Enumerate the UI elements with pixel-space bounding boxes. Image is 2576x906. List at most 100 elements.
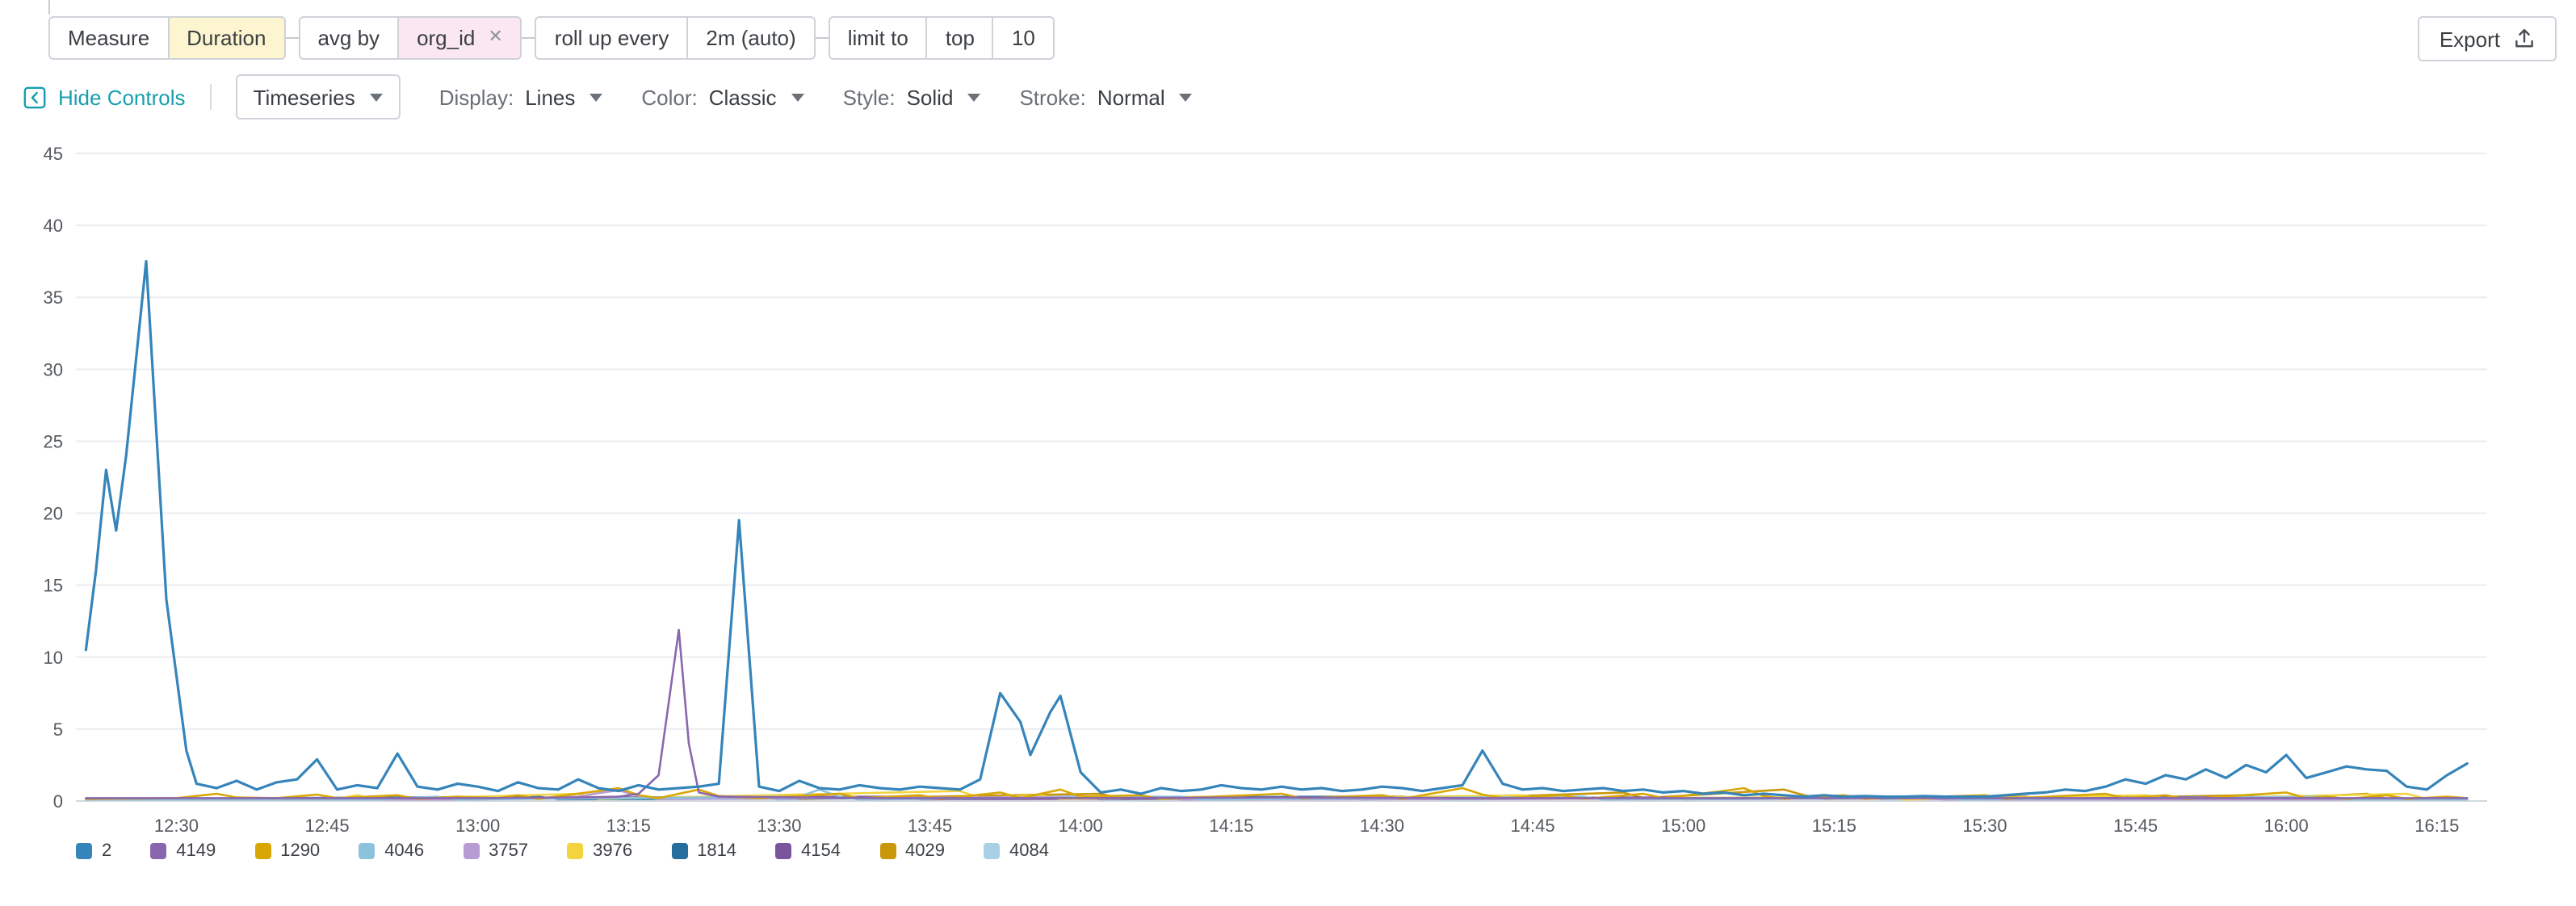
export-icon bbox=[2515, 28, 2533, 48]
hide-controls-button[interactable]: Hide Controls bbox=[23, 85, 186, 109]
color-select[interactable]: Classic bbox=[709, 85, 804, 109]
color-label: Color: bbox=[641, 85, 698, 109]
legend-swatch bbox=[567, 843, 584, 859]
legend-swatch bbox=[76, 843, 92, 859]
legend-item-1290[interactable]: 1290 bbox=[254, 841, 320, 861]
series-line-4149[interactable] bbox=[85, 628, 2469, 799]
legend-label: 4046 bbox=[384, 841, 425, 861]
legend-label: 2 bbox=[102, 841, 112, 861]
timeseries-svg: 0 5 10 15 20 25 30 35 40 45 12:30 12:45 13:00 13:15 13… bbox=[44, 144, 2487, 836]
legend-item-2[interactable]: 2 bbox=[76, 841, 111, 861]
x-axis-tick-label: 16:00 bbox=[2264, 816, 2309, 836]
x-axis-tick-label: 14:45 bbox=[1511, 816, 1555, 836]
limit-label: limit to bbox=[847, 26, 908, 50]
token-connector bbox=[285, 37, 299, 39]
legend-swatch bbox=[150, 843, 167, 859]
legend-item-4029[interactable]: 4029 bbox=[879, 841, 945, 861]
chart-legend: 2 4149 1290 4046 3757 3976 1814 4154 4029 4084 bbox=[76, 841, 1049, 861]
y-axis-tick-label: 10 bbox=[44, 648, 63, 668]
y-axis-tick-label: 0 bbox=[53, 791, 63, 812]
measure-value-label: Duration bbox=[187, 26, 266, 50]
x-axis-tick-label: 13:00 bbox=[455, 816, 500, 836]
legend-swatch bbox=[671, 843, 688, 859]
stroke-label: Stroke: bbox=[1019, 85, 1086, 109]
timeseries-chart[interactable]: 0 5 10 15 20 25 30 35 40 45 12:30 12:45 13:00 13:15 13… bbox=[0, 129, 2576, 848]
legend-label: 4154 bbox=[801, 841, 841, 861]
remove-groupby-icon[interactable]: ✕ bbox=[488, 27, 503, 47]
measure-token[interactable]: Measure bbox=[48, 16, 170, 60]
legend-label: 1290 bbox=[280, 841, 321, 861]
limit-mode-label: top bbox=[945, 26, 975, 50]
legend-swatch bbox=[775, 843, 792, 859]
legend-item-3757[interactable]: 3757 bbox=[463, 841, 528, 861]
x-axis-tick-label: 16:15 bbox=[2414, 816, 2459, 836]
legend-swatch bbox=[984, 843, 1000, 859]
stroke-control: Stroke: Normal bbox=[1019, 85, 1193, 109]
y-axis-tick-label: 45 bbox=[44, 144, 63, 164]
x-axis-tick-label: 13:15 bbox=[606, 816, 651, 836]
measure-value-token[interactable]: Duration bbox=[167, 16, 286, 60]
groupby-token[interactable]: org_id ✕ bbox=[397, 16, 522, 60]
limit-mode-token[interactable]: top bbox=[925, 16, 994, 60]
y-axis-tick-label: 30 bbox=[44, 359, 63, 380]
rollup-value-token[interactable]: 2m (auto) bbox=[686, 16, 816, 60]
rollup-group: roll up every 2m (auto) bbox=[535, 16, 816, 60]
display-control: Display: Lines bbox=[439, 85, 603, 109]
limit-group: limit to top 10 bbox=[828, 16, 1055, 60]
agg-token[interactable]: avg by bbox=[298, 16, 400, 60]
viz-type-select[interactable]: Timeseries bbox=[235, 74, 401, 120]
x-axis-tick-label: 14:30 bbox=[1360, 816, 1404, 836]
rollup-token[interactable]: roll up every bbox=[535, 16, 689, 60]
legend-label: 3757 bbox=[489, 841, 529, 861]
display-select[interactable]: Lines bbox=[525, 85, 603, 109]
series-line-2[interactable] bbox=[84, 260, 2469, 799]
legend-swatch bbox=[359, 843, 375, 859]
token-connector bbox=[522, 37, 535, 39]
token-connector bbox=[815, 37, 829, 39]
chevron-down-icon bbox=[1179, 93, 1193, 101]
controls-divider bbox=[209, 84, 212, 110]
x-axis-tick-label: 12:45 bbox=[305, 816, 350, 836]
measure-label: Measure bbox=[68, 26, 150, 50]
legend-label: 4084 bbox=[1009, 841, 1049, 861]
export-button[interactable]: Export bbox=[2418, 16, 2557, 61]
style-select[interactable]: Solid bbox=[907, 85, 981, 109]
legend-swatch bbox=[879, 843, 896, 859]
legend-swatch bbox=[254, 843, 271, 859]
limit-count-token[interactable]: 10 bbox=[992, 16, 1055, 60]
legend-swatch bbox=[463, 843, 480, 859]
x-axis-tick-label: 15:00 bbox=[1661, 816, 1705, 836]
x-axis-tick-label: 15:15 bbox=[1812, 816, 1856, 836]
collapse-panel-icon bbox=[23, 86, 46, 108]
stroke-select[interactable]: Normal bbox=[1097, 85, 1193, 109]
limit-token[interactable]: limit to bbox=[828, 16, 928, 60]
export-label: Export bbox=[2439, 27, 2500, 51]
x-axis-tick-label: 15:30 bbox=[1962, 816, 2007, 836]
hide-controls-label: Hide Controls bbox=[58, 85, 186, 109]
legend-label: 1814 bbox=[697, 841, 737, 861]
viz-type-value: Timeseries bbox=[253, 85, 355, 109]
x-axis-tick-label: 12:30 bbox=[154, 816, 199, 836]
chevron-down-icon bbox=[369, 93, 383, 101]
legend-item-4084[interactable]: 4084 bbox=[984, 841, 1049, 861]
legend-item-1814[interactable]: 1814 bbox=[671, 841, 736, 861]
x-axis-tick-label: 14:15 bbox=[1209, 816, 1253, 836]
chevron-down-icon bbox=[791, 93, 804, 101]
y-axis-tick-label: 35 bbox=[44, 287, 63, 308]
x-axis-tick-label: 15:45 bbox=[2113, 816, 2158, 836]
legend-label: 3976 bbox=[593, 841, 633, 861]
x-axis-tick-label: 13:30 bbox=[757, 816, 801, 836]
style-control: Style: Solid bbox=[843, 85, 981, 109]
rollup-label: roll up every bbox=[554, 26, 669, 50]
legend-item-3976[interactable]: 3976 bbox=[567, 841, 632, 861]
query-tree-connector bbox=[48, 0, 66, 15]
legend-item-4149[interactable]: 4149 bbox=[150, 841, 216, 861]
legend-item-4154[interactable]: 4154 bbox=[775, 841, 841, 861]
y-axis-tick-label: 40 bbox=[44, 216, 63, 236]
groupby-group: avg by org_id ✕ bbox=[298, 16, 522, 60]
legend-item-4046[interactable]: 4046 bbox=[359, 841, 424, 861]
query-bar: Measure Duration avg by org_id ✕ roll up… bbox=[48, 16, 1055, 60]
limit-count-label: 10 bbox=[1011, 26, 1035, 50]
style-label: Style: bbox=[842, 85, 896, 109]
